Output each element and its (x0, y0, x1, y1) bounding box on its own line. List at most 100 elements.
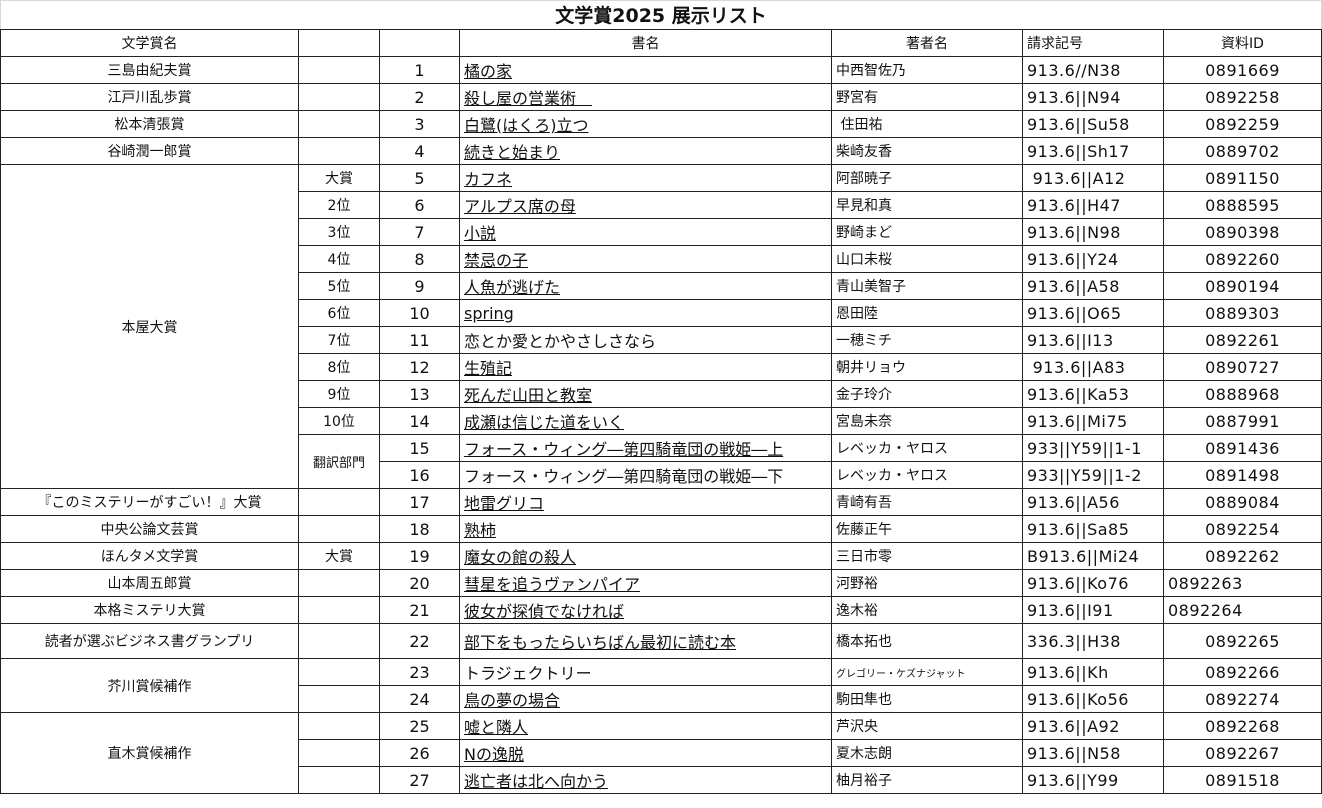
number-cell[interactable]: 26 (379, 739, 460, 767)
header-book[interactable]: 書名 (459, 29, 832, 57)
call-number-cell[interactable]: 913.6||A58 (1022, 272, 1164, 300)
author-cell[interactable]: レベッカ・ヤロス (831, 461, 1023, 489)
call-number-cell[interactable]: 913.6||Su58 (1022, 110, 1164, 138)
rank-cell[interactable]: 10位 (298, 407, 380, 435)
book-title-link[interactable]: 鳥の夢の場合 (459, 685, 832, 713)
book-title-link[interactable]: 人魚が逃げた (459, 272, 832, 300)
rank-cell[interactable] (298, 488, 380, 516)
rank-cell[interactable] (298, 56, 380, 84)
call-number-cell[interactable]: 913.6||I91 (1022, 596, 1164, 624)
author-cell[interactable]: 芦沢央 (831, 712, 1023, 740)
call-number-cell[interactable]: 913.6||N94 (1022, 83, 1164, 111)
number-cell[interactable]: 24 (379, 685, 460, 713)
number-cell[interactable]: 4 (379, 137, 460, 165)
author-cell[interactable]: 中西智佐乃 (831, 56, 1023, 84)
award-name-cell[interactable]: 江戸川乱歩賞 (0, 83, 299, 111)
rank-cell[interactable]: 3位 (298, 218, 380, 246)
material-id-cell[interactable]: 0891436 (1163, 434, 1322, 462)
author-cell[interactable]: 橋本拓也 (831, 623, 1023, 659)
call-number-cell[interactable]: 336.3||H38 (1022, 623, 1164, 659)
material-id-cell[interactable]: 0891150 (1163, 164, 1322, 192)
material-id-cell[interactable]: 0888595 (1163, 191, 1322, 219)
call-number-cell[interactable]: 913.6//N38 (1022, 56, 1164, 84)
number-cell[interactable]: 12 (379, 353, 460, 381)
call-number-cell[interactable]: 913.6||Kh (1022, 658, 1164, 686)
material-id-cell[interactable]: 0892258 (1163, 83, 1322, 111)
author-cell[interactable]: 佐藤正午 (831, 515, 1023, 543)
book-title-link[interactable]: 生殖記 (459, 353, 832, 381)
author-cell[interactable]: 河野裕 (831, 569, 1023, 597)
rank-cell[interactable]: 2位 (298, 191, 380, 219)
book-title-link[interactable]: 橘の家 (459, 56, 832, 84)
material-id-cell[interactable]: 0892262 (1163, 542, 1322, 570)
material-id-cell[interactable]: 0887991 (1163, 407, 1322, 435)
number-cell[interactable]: 3 (379, 110, 460, 138)
call-number-cell[interactable]: 913.6||Ka53 (1022, 380, 1164, 408)
header-sub[interactable] (298, 29, 380, 57)
author-cell[interactable]: 夏木志朗 (831, 739, 1023, 767)
book-title-link[interactable]: 死んだ山田と教室 (459, 380, 832, 408)
award-name-cell[interactable]: 山本周五郎賞 (0, 569, 299, 597)
call-number-cell[interactable]: 913.6||Y99 (1022, 766, 1164, 794)
book-title-cell[interactable]: トラジェクトリー (459, 658, 832, 686)
book-title-link[interactable]: 殺し屋の営業術 (459, 83, 832, 111)
rank-cell[interactable]: 大賞 (298, 542, 380, 570)
rank-cell[interactable] (298, 712, 380, 740)
number-cell[interactable]: 19 (379, 542, 460, 570)
material-id-cell[interactable]: 0892260 (1163, 245, 1322, 273)
book-title-link[interactable]: 地雷グリコ (459, 488, 832, 516)
call-number-cell[interactable]: 933||Y59||1-2 (1022, 461, 1164, 489)
number-cell[interactable]: 8 (379, 245, 460, 273)
call-number-cell[interactable]: 913.6||O65 (1022, 299, 1164, 327)
material-id-cell[interactable]: 0891498 (1163, 461, 1322, 489)
number-cell[interactable]: 6 (379, 191, 460, 219)
book-title-link[interactable]: アルプス席の母 (459, 191, 832, 219)
call-number-cell[interactable]: 913.6||A12 (1022, 164, 1164, 192)
book-title-link[interactable]: 部下をもったらいちばん最初に読む本 (459, 623, 832, 659)
material-id-cell[interactable]: 0889702 (1163, 137, 1322, 165)
material-id-cell[interactable]: 0890194 (1163, 272, 1322, 300)
material-id-cell[interactable]: 0892274 (1163, 685, 1322, 713)
call-number-cell[interactable]: 913.6||N58 (1022, 739, 1164, 767)
author-cell[interactable]: 一穂ミチ (831, 326, 1023, 354)
author-cell[interactable]: レベッカ・ヤロス (831, 434, 1023, 462)
number-cell[interactable]: 5 (379, 164, 460, 192)
author-cell[interactable]: 駒田隼也 (831, 685, 1023, 713)
author-cell[interactable]: 朝井リョウ (831, 353, 1023, 381)
material-id-cell[interactable]: 0890398 (1163, 218, 1322, 246)
award-name-cell[interactable]: 芥川賞候補作 (0, 658, 299, 713)
material-id-cell[interactable]: 0892259 (1163, 110, 1322, 138)
rank-cell[interactable] (298, 685, 380, 713)
number-cell[interactable]: 9 (379, 272, 460, 300)
book-title-link[interactable]: 小説 (459, 218, 832, 246)
award-name-cell[interactable]: 三島由紀夫賞 (0, 56, 299, 84)
rank-cell[interactable] (298, 596, 380, 624)
number-cell[interactable]: 22 (379, 623, 460, 659)
author-cell[interactable]: 恩田陸 (831, 299, 1023, 327)
rank-cell[interactable] (298, 83, 380, 111)
number-cell[interactable]: 2 (379, 83, 460, 111)
rank-cell[interactable]: 5位 (298, 272, 380, 300)
book-title-link[interactable]: 続きと始まり (459, 137, 832, 165)
call-number-cell[interactable]: 913.6||Sh17 (1022, 137, 1164, 165)
number-cell[interactable]: 13 (379, 380, 460, 408)
book-title-link[interactable]: spring (459, 299, 832, 327)
rank-cell[interactable] (298, 739, 380, 767)
material-id-cell[interactable]: 0892263 (1163, 569, 1322, 597)
material-id-cell[interactable]: 0892265 (1163, 623, 1322, 659)
book-title-cell[interactable]: 恋とか愛とかやさしさなら (459, 326, 832, 354)
author-cell[interactable]: 金子玲介 (831, 380, 1023, 408)
rank-cell[interactable]: 6位 (298, 299, 380, 327)
material-id-cell[interactable]: 0892264 (1163, 596, 1322, 624)
rank-cell[interactable]: 大賞 (298, 164, 380, 192)
author-cell[interactable]: グレゴリー・ケズナジャット (831, 658, 1023, 686)
material-id-cell[interactable]: 0891518 (1163, 766, 1322, 794)
material-id-cell[interactable]: 0892268 (1163, 712, 1322, 740)
call-number-cell[interactable]: 913.6||A92 (1022, 712, 1164, 740)
author-cell[interactable]: 住田祐 (831, 110, 1023, 138)
material-id-cell[interactable]: 0890727 (1163, 353, 1322, 381)
call-number-cell[interactable]: 913.6||Mi75 (1022, 407, 1164, 435)
header-no[interactable] (379, 29, 460, 57)
call-number-cell[interactable]: 913.6||Sa85 (1022, 515, 1164, 543)
number-cell[interactable]: 14 (379, 407, 460, 435)
